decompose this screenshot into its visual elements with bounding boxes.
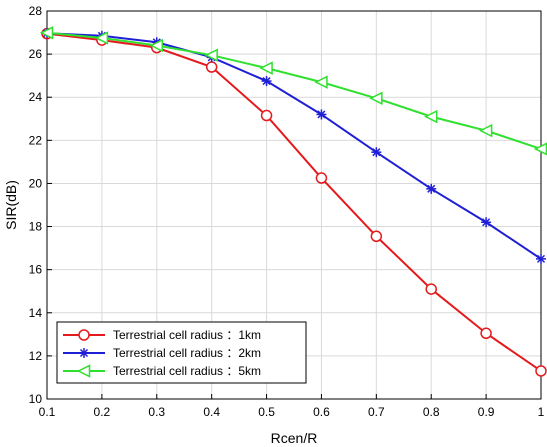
x-tick-label: 0.6 bbox=[313, 405, 330, 419]
series-line bbox=[46, 32, 542, 260]
series-layer bbox=[39, 26, 547, 377]
legend-marker bbox=[78, 329, 90, 341]
x-tick-label: 1 bbox=[538, 405, 545, 419]
series-line bbox=[46, 31, 542, 150]
legend-item: Terrestrial cell radius ：5km bbox=[63, 364, 261, 378]
data-point bbox=[425, 283, 437, 295]
data-point bbox=[426, 183, 437, 194]
x-tick-label: 0.4 bbox=[203, 405, 220, 419]
y-tick-label: 20 bbox=[29, 176, 43, 190]
data-point bbox=[424, 109, 438, 124]
y-tick-label: 14 bbox=[29, 306, 43, 320]
x-axis-label: Rcen/R bbox=[271, 430, 318, 446]
data-point bbox=[94, 31, 109, 45]
legend-marker bbox=[79, 348, 89, 358]
x-tick-label: 0.1 bbox=[39, 405, 56, 419]
data-point bbox=[149, 38, 164, 53]
data-point bbox=[39, 26, 54, 40]
legend: Terrestrial cell radius ：1km Terrestrial … bbox=[56, 321, 307, 384]
data-point bbox=[315, 172, 328, 184]
data-point bbox=[371, 147, 382, 158]
y-axis-ticks: 10 12 14 16 18 20 22 24 26 28 bbox=[29, 4, 52, 406]
y-tick-label: 22 bbox=[29, 133, 43, 147]
legend-label: Terrestrial cell radius ：5km bbox=[113, 364, 261, 378]
plot-area bbox=[46, 10, 542, 400]
data-point bbox=[314, 75, 328, 89]
data-point bbox=[260, 109, 273, 122]
legend-label: Terrestrial cell radius ：2km bbox=[113, 346, 261, 360]
series-line bbox=[46, 32, 542, 372]
y-tick-label: 24 bbox=[29, 90, 43, 104]
y-tick-label: 12 bbox=[29, 349, 43, 363]
y-axis-label: SIR(dB) bbox=[3, 180, 19, 230]
legend-item: Terrestrial cell radius ：2km bbox=[63, 346, 261, 360]
x-tick-label: 0.8 bbox=[423, 405, 440, 419]
legend-label: Terrestrial cell radius ：1km bbox=[113, 328, 261, 342]
data-point bbox=[259, 61, 273, 75]
y-tick-label: 10 bbox=[29, 392, 43, 406]
data-point bbox=[478, 123, 493, 138]
data-point bbox=[370, 230, 383, 243]
data-point bbox=[261, 76, 272, 87]
x-tick-label: 0.7 bbox=[368, 405, 385, 419]
legend-marker bbox=[76, 364, 91, 378]
legend-item: Terrestrial cell radius ：1km bbox=[63, 328, 261, 342]
data-point bbox=[480, 327, 492, 340]
data-point bbox=[316, 109, 327, 120]
x-tick-label: 0.2 bbox=[94, 405, 111, 419]
data-point bbox=[536, 253, 546, 264]
y-tick-label: 26 bbox=[29, 47, 43, 61]
y-tick-label: 16 bbox=[29, 263, 43, 277]
y-tick-label: 28 bbox=[29, 4, 43, 18]
y-tick-label: 18 bbox=[29, 220, 43, 234]
data-point bbox=[204, 48, 218, 62]
data-point bbox=[481, 217, 492, 228]
data-point bbox=[369, 91, 383, 106]
x-tick-label: 0.5 bbox=[258, 405, 275, 419]
data-point bbox=[535, 365, 547, 377]
series-3 bbox=[39, 26, 547, 156]
x-tick-label: 0.9 bbox=[478, 405, 495, 419]
data-point bbox=[205, 61, 218, 73]
x-tick-label: 0.3 bbox=[148, 405, 165, 419]
x-axis-ticks: 0.1 0.2 0.3 0.4 0.5 0.6 0.7 0.8 0.9 1 bbox=[39, 394, 545, 419]
